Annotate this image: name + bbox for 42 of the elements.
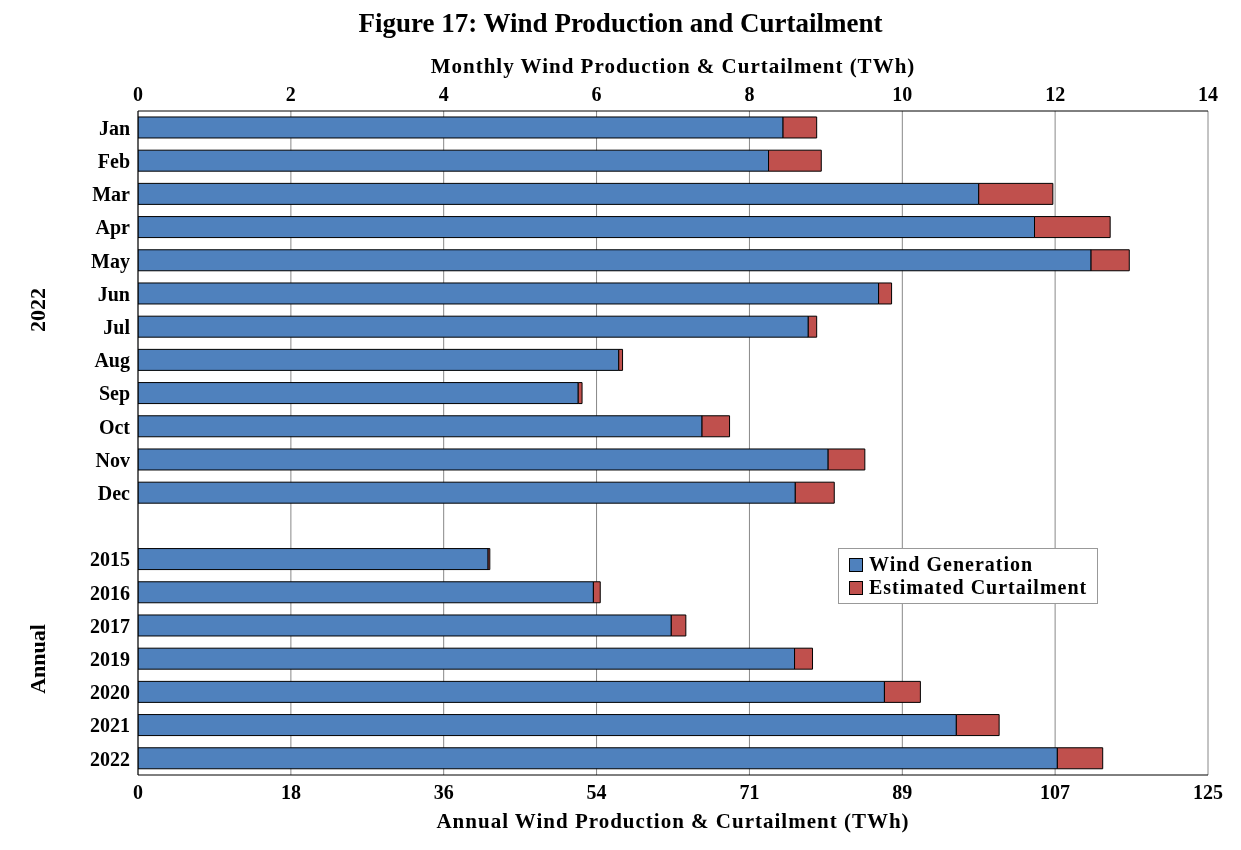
y-tick-label: Aug [94, 349, 130, 373]
text: 2022 [25, 288, 51, 333]
chart-title: Figure 17: Wind Production and Curtailment [357, 8, 884, 40]
legend-label: Wind Generation [869, 553, 1034, 576]
y-tick-label: Oct [98, 415, 131, 438]
y-tick-label: Mar [92, 183, 131, 206]
x2-tick-label: 6 [591, 83, 602, 105]
y-tick-label: 2022 [90, 747, 130, 770]
x2-tick-label: 10 [892, 83, 913, 105]
x-tick-label: 89 [892, 781, 913, 803]
legend-label: Estimated Curtailment [869, 576, 1088, 599]
text: Annual [25, 623, 51, 694]
y-tick-label: 2017 [90, 614, 130, 637]
y-tick-label: 2016 [90, 581, 130, 604]
x-tick-label: 125 [1193, 781, 1223, 803]
y-tick-label: Jun [97, 282, 130, 305]
x-tick-label: 71 [739, 781, 760, 803]
x-tick-label: 36 [433, 781, 454, 803]
x-tick-label: 54 [586, 781, 607, 803]
y-tick-label: 2015 [90, 548, 130, 571]
x2-tick-label: 2 [285, 83, 296, 105]
y-tick-label: Feb [97, 149, 130, 172]
x-tick-label: 107 [1040, 781, 1071, 803]
y-tick-label: Sep [98, 382, 130, 406]
y-tick-label: 2019 [90, 647, 130, 670]
y-tick-label: Apr [95, 216, 131, 240]
x2-tick-label: 0 [133, 83, 143, 105]
x-axis-title: Annual Wind Production & Curtailment (TWh) [436, 809, 910, 833]
y-tick-label: Dec [97, 481, 131, 504]
y-tick-label: 2021 [90, 714, 130, 737]
y-tick-label: 2020 [90, 681, 130, 704]
y-tick-label: May [91, 249, 130, 273]
x2-tick-label: 8 [744, 83, 755, 105]
x2-tick-label: 12 [1045, 83, 1066, 105]
y-tick-label: Jan [98, 116, 130, 139]
x2-axis-title: Monthly Wind Production & Curtailment (TWh) [430, 53, 916, 78]
x2-tick-label: 4 [438, 83, 449, 105]
x-tick-label: 18 [280, 781, 301, 803]
y-tick-label: Jul [103, 315, 131, 338]
x-tick-label: 0 [133, 781, 143, 803]
y-tick-label: Nov [95, 448, 130, 471]
x2-tick-label: 14 [1198, 83, 1218, 105]
